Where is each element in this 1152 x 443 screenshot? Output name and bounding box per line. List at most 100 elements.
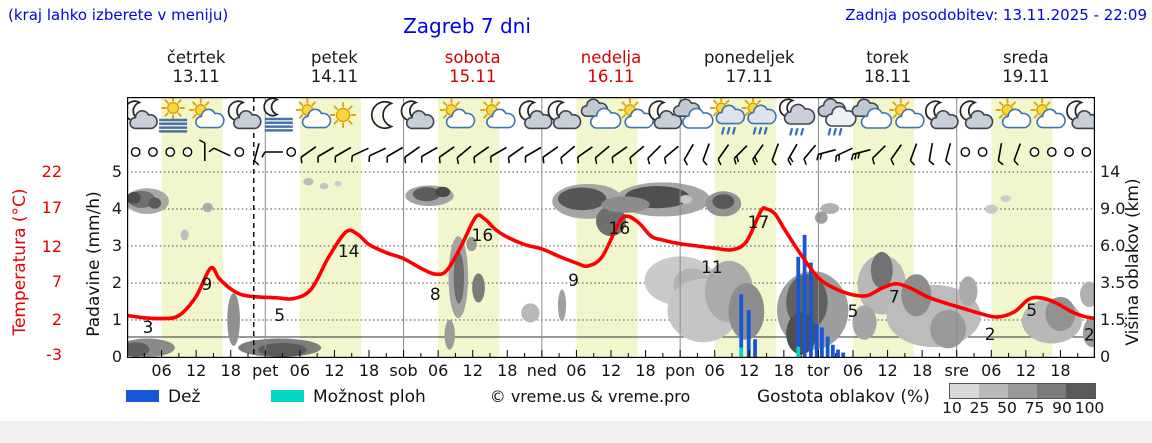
precip-tick-label: 2 — [111, 273, 122, 292]
day-band — [299, 97, 361, 358]
day-name: sobota — [444, 48, 501, 67]
wind-calm-icon — [1029, 147, 1040, 157]
rain-bar — [819, 327, 824, 357]
height-tick-label: 3.5 — [1100, 273, 1126, 292]
time-label: sre — [944, 361, 969, 380]
wind-barb-icon — [717, 144, 730, 166]
weather-moon-cloud-icon — [401, 101, 433, 128]
shower-legend-label: Možnost ploh — [313, 387, 426, 407]
time-label: 06 — [842, 361, 864, 380]
wind-barb-icon — [816, 148, 836, 161]
time-label: 06 — [704, 361, 725, 380]
cloud-density-tick-label: 25 — [969, 399, 990, 417]
wind-barb-icon — [386, 146, 404, 163]
cloud-density-gradient — [949, 383, 1096, 399]
cloud-blob — [596, 206, 626, 237]
weather-moon-cloud-icon — [229, 101, 261, 128]
cloud-blob — [1080, 281, 1095, 308]
day-date: 16.11 — [587, 67, 635, 86]
height-tick-label: 1.5 — [1100, 310, 1126, 329]
wind-barb-icon — [928, 142, 935, 166]
time-label: 06 — [289, 361, 311, 380]
cloud-density-swatch — [1037, 384, 1066, 398]
day-name: torek — [866, 48, 909, 67]
time-label: tor — [807, 361, 830, 380]
temperature-value-label: 14 — [338, 242, 360, 262]
time-label: 06 — [427, 361, 449, 380]
wind-barb-icon — [473, 146, 490, 164]
time-label: ned — [526, 361, 557, 380]
wind-barb-icon — [997, 142, 1004, 166]
rain-bar — [841, 352, 846, 357]
cloud-blob — [1045, 296, 1076, 332]
wind-barb-icon — [490, 146, 507, 163]
cloud-density-swatch — [1066, 384, 1095, 398]
height-tick-label: 14 — [1100, 162, 1121, 181]
wind-barb-icon — [629, 145, 645, 164]
wind-barb-icon — [1013, 143, 1022, 166]
wind-barb-icon — [334, 146, 352, 163]
wind-barb-icon — [576, 146, 593, 164]
cloud-height-axis-label: Višina oblakov (km) — [1123, 178, 1143, 346]
day-header-sobota: sobota 15.11 — [403, 48, 543, 86]
wind-calm-icon — [960, 147, 971, 157]
precip-axis-label: Padavine (mm/h) — [84, 191, 104, 337]
rain-bar — [796, 256, 801, 347]
copyright-link[interactable]: © vreme.us & vreme.pro — [489, 387, 691, 406]
weather-moon-cloud-icon — [548, 101, 580, 128]
cloud-blob — [930, 309, 966, 349]
wind-barb-icon — [456, 145, 472, 164]
cloud-blob — [557, 187, 607, 211]
cloud-blob — [453, 251, 465, 304]
temperature-value-label: 3 — [143, 318, 154, 338]
precip-tick-label: 4 — [111, 199, 122, 218]
cloud-blob — [679, 194, 693, 204]
cloud-blob — [712, 194, 735, 209]
wind-barb-icon — [351, 147, 369, 163]
wind-barb-icon — [507, 146, 524, 164]
cloud-blob — [258, 342, 307, 357]
precip-tick-label: 1 — [111, 310, 122, 329]
cloud-blob — [901, 274, 932, 317]
wind-barb-icon — [733, 145, 748, 165]
cloud-blob — [412, 187, 441, 202]
wind-barb-icon — [611, 146, 628, 164]
cloud-density-tick-label: 75 — [1024, 399, 1045, 417]
cloud-blob — [1082, 318, 1095, 348]
day-date: 18.11 — [863, 67, 912, 86]
cloud-blob — [202, 202, 213, 213]
weather-sun-cloud-icon — [889, 98, 924, 127]
wind-barb-icon — [261, 151, 283, 158]
day-name: četrtek — [166, 48, 226, 67]
day-header-torek: torek 18.11 — [818, 48, 958, 86]
time-label: 12 — [462, 361, 483, 380]
rain-bar — [830, 344, 835, 357]
temperature-value-label: 5 — [274, 306, 285, 326]
wind-barb-icon — [702, 143, 710, 166]
day-date: 17.11 — [725, 67, 773, 86]
temperature-value-label: 5 — [1026, 301, 1037, 321]
cloud-blob — [557, 289, 567, 322]
day-name: ponedeljek — [703, 48, 795, 67]
time-label: pon — [665, 361, 696, 380]
temp-tick-label: 17 — [41, 198, 62, 217]
time-label: 18 — [773, 361, 795, 380]
temp-tick-label: -3 — [46, 345, 62, 364]
weather-moon-fog-icon — [264, 98, 293, 132]
wind-calm-icon — [182, 147, 193, 157]
rain-bar — [825, 336, 830, 357]
time-label: 12 — [877, 361, 898, 380]
weather-sun-icon — [330, 101, 357, 129]
wind-barb-icon — [909, 143, 918, 166]
wind-barb-icon — [199, 139, 206, 161]
cloud-blob — [852, 305, 877, 340]
day-date: 19.11 — [1002, 67, 1050, 86]
time-label: sob — [389, 361, 418, 380]
wind-barb-icon — [850, 148, 871, 161]
height-tick-label: 6.0 — [1100, 236, 1126, 255]
time-label: 18 — [358, 361, 380, 380]
cloud-blob — [303, 177, 314, 186]
menu-hint-note: (kraj lahko izberete v meniju) — [8, 6, 229, 24]
cloud-density-tick-label: 100 — [1074, 399, 1105, 417]
